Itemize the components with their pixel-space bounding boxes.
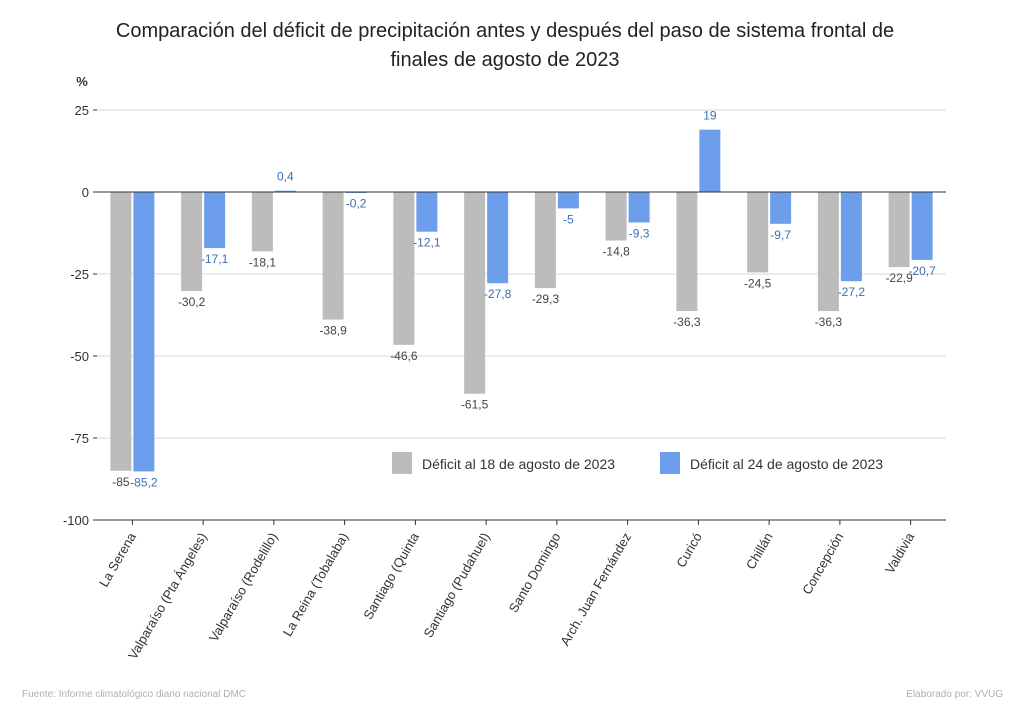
gridlines: 25 0 -25 -50 -75 -100 bbox=[63, 103, 946, 528]
data-label-series-1-8: -14,8 bbox=[602, 245, 630, 259]
data-label-series-1-5: -46,6 bbox=[390, 349, 418, 363]
data-label-series-1-6: -61,5 bbox=[461, 398, 489, 412]
data-label-series-1-4: -38,9 bbox=[319, 324, 347, 338]
y-tick-label: -75 bbox=[70, 431, 89, 446]
y-tick-label: -50 bbox=[70, 349, 89, 364]
bar-series-1-5 bbox=[393, 192, 415, 345]
data-label-series-1-12: -22,9 bbox=[885, 271, 913, 285]
bar-series-1-12 bbox=[888, 192, 910, 268]
data-label-series-1-3: -18,1 bbox=[249, 255, 277, 269]
data-label-series-1-7: -29,3 bbox=[532, 292, 560, 306]
bar-series-2-10 bbox=[770, 192, 792, 224]
data-label-series-1-11: -36,3 bbox=[815, 315, 843, 329]
bar-series-1-8 bbox=[605, 192, 627, 241]
bar-series-1-10 bbox=[747, 192, 769, 273]
data-label-series-2-6: -27,8 bbox=[484, 287, 512, 301]
y-tick-label: 25 bbox=[75, 103, 89, 118]
data-label-series-1-2: -30,2 bbox=[178, 295, 206, 309]
bar-series-2-8 bbox=[628, 192, 650, 223]
axes bbox=[93, 109, 946, 525]
bar-series-1-6 bbox=[464, 192, 486, 394]
bar-series-2-2 bbox=[204, 192, 226, 249]
bar-series-1-1 bbox=[110, 192, 132, 471]
data-label-series-2-12: -20,7 bbox=[908, 264, 936, 278]
bars bbox=[110, 129, 933, 472]
bar-series-1-2 bbox=[181, 192, 203, 292]
bar-series-1-9 bbox=[676, 192, 698, 312]
y-tick-label: -100 bbox=[63, 513, 89, 528]
bar-series-1-11 bbox=[817, 192, 839, 312]
chart-title-line-2: finales de agosto de 2023 bbox=[390, 49, 619, 71]
footer-source: Fuente: Informe climatológico diario nac… bbox=[22, 689, 246, 700]
y-tick-label: 0 bbox=[82, 185, 89, 200]
data-label-series-2-1: -85,2 bbox=[130, 475, 158, 489]
bar-series-1-4 bbox=[322, 192, 344, 320]
data-label-series-2-9: 19 bbox=[703, 109, 717, 123]
bar-series-2-5 bbox=[416, 192, 438, 232]
data-label-series-2-10: -9,7 bbox=[770, 228, 791, 242]
legend-swatch-series-1 bbox=[392, 452, 412, 474]
bar-series-2-3 bbox=[274, 190, 296, 192]
data-label-series-2-8: -9,3 bbox=[629, 227, 650, 241]
legend-label-series-1: Déficit al 18 de agosto de 2023 bbox=[422, 456, 615, 472]
data-label-series-2-2: -17,1 bbox=[201, 252, 229, 266]
chart-title-line-1: Comparación del déficit de precipitación… bbox=[116, 20, 894, 42]
data-label-series-1-9: -36,3 bbox=[673, 315, 701, 329]
y-tick-label: -25 bbox=[70, 267, 89, 282]
bar-series-1-3 bbox=[251, 192, 273, 252]
bar-series-2-11 bbox=[840, 192, 862, 282]
y-axis-unit-label: % bbox=[76, 74, 88, 89]
data-label-series-2-3: 0,4 bbox=[277, 170, 294, 184]
data-label-series-2-4: -0,2 bbox=[346, 197, 367, 211]
bar-series-1-7 bbox=[534, 192, 556, 289]
data-label-series-1-10: -24,5 bbox=[744, 276, 772, 290]
legend: Déficit al 18 de agosto de 2023 Déficit … bbox=[392, 452, 883, 474]
footer-author: Elaborado por: VVUG bbox=[906, 689, 1003, 700]
data-label-series-2-5: -12,1 bbox=[413, 236, 441, 250]
bar-series-2-12 bbox=[911, 192, 933, 260]
data-labels: -85 -30,2 -18,1 -38,9 -46,6 -61,5 -29,3 -14,8 -3… bbox=[112, 109, 936, 490]
bar-series-2-1 bbox=[133, 192, 155, 472]
legend-label-series-2: Déficit al 24 de agosto de 2023 bbox=[690, 456, 883, 472]
bar-series-2-9 bbox=[699, 129, 721, 192]
bar-series-2-7 bbox=[557, 192, 579, 209]
legend-swatch-series-2 bbox=[660, 452, 680, 474]
bar-series-2-6 bbox=[487, 192, 509, 284]
data-label-series-1-1: -85 bbox=[112, 475, 130, 489]
data-label-series-2-7: -5 bbox=[563, 212, 574, 226]
data-label-series-2-11: -27,2 bbox=[838, 285, 866, 299]
